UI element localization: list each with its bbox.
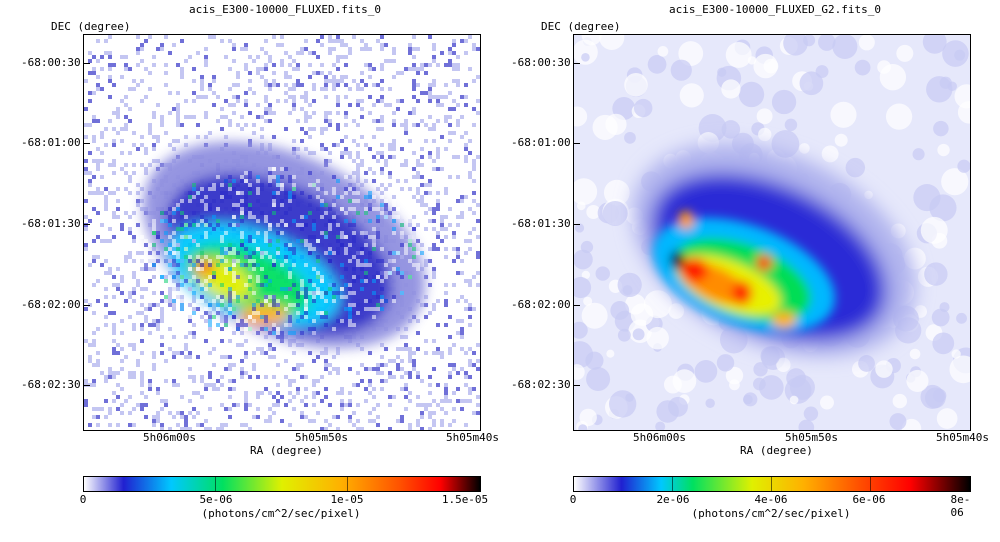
colorbar-label: 6e-06	[852, 493, 886, 506]
colorbar-label: 5e-06	[199, 493, 233, 506]
y-tick-label: -68:02:00	[511, 298, 571, 311]
colorbar-label: 8e-06	[950, 493, 971, 519]
image-frame[interactable]	[83, 34, 481, 431]
y-tick-label: -68:02:30	[511, 378, 571, 391]
colorbar-label: 1e-05	[330, 493, 364, 506]
y-axis-label: DEC (degree)	[541, 20, 621, 33]
y-tick-label: -68:00:30	[21, 56, 81, 69]
x-axis-label: RA (degree)	[740, 444, 813, 457]
colorbar-label: 4e-06	[754, 493, 788, 506]
raw-image	[84, 35, 480, 430]
x-tick-label: 5h05m40s	[936, 431, 989, 444]
y-tick-label: -68:01:30	[511, 217, 571, 230]
image-frame[interactable]	[573, 34, 971, 431]
colorbar-label: 0	[79, 493, 87, 506]
y-tick-label: -68:00:30	[511, 56, 571, 69]
y-tick-label: -68:01:00	[511, 136, 571, 149]
x-tick-label: 5h05m40s	[446, 431, 499, 444]
y-tick-label: -68:02:00	[21, 298, 81, 311]
x-tick-label: 5h05m50s	[295, 431, 348, 444]
y-axis-label: DEC (degree)	[51, 20, 131, 33]
x-tick-label: 5h06m00s	[143, 431, 196, 444]
colorbar-unit: (photons/cm^2/sec/pixel)	[201, 507, 361, 520]
x-tick-label: 5h06m00s	[633, 431, 686, 444]
colorbar-unit: (photons/cm^2/sec/pixel)	[691, 507, 851, 520]
smoothed-image	[574, 35, 970, 430]
y-tick-label: -68:02:30	[21, 378, 81, 391]
y-tick-label: -68:01:30	[21, 217, 81, 230]
y-tick-label: -68:01:00	[21, 136, 81, 149]
colorbar-label: 2e-06	[656, 493, 690, 506]
x-axis-label: RA (degree)	[250, 444, 323, 457]
colorbar	[83, 476, 481, 492]
colorbar-label: 1.5e-05	[441, 493, 489, 506]
panel-title: acis_E300-10000_FLUXED.fits_0	[188, 3, 382, 16]
x-tick-label: 5h05m50s	[785, 431, 838, 444]
panel-title: acis_E300-10000_FLUXED_G2.fits_0	[669, 3, 881, 16]
colorbar-label: 0	[569, 493, 577, 506]
colorbar	[573, 476, 971, 492]
